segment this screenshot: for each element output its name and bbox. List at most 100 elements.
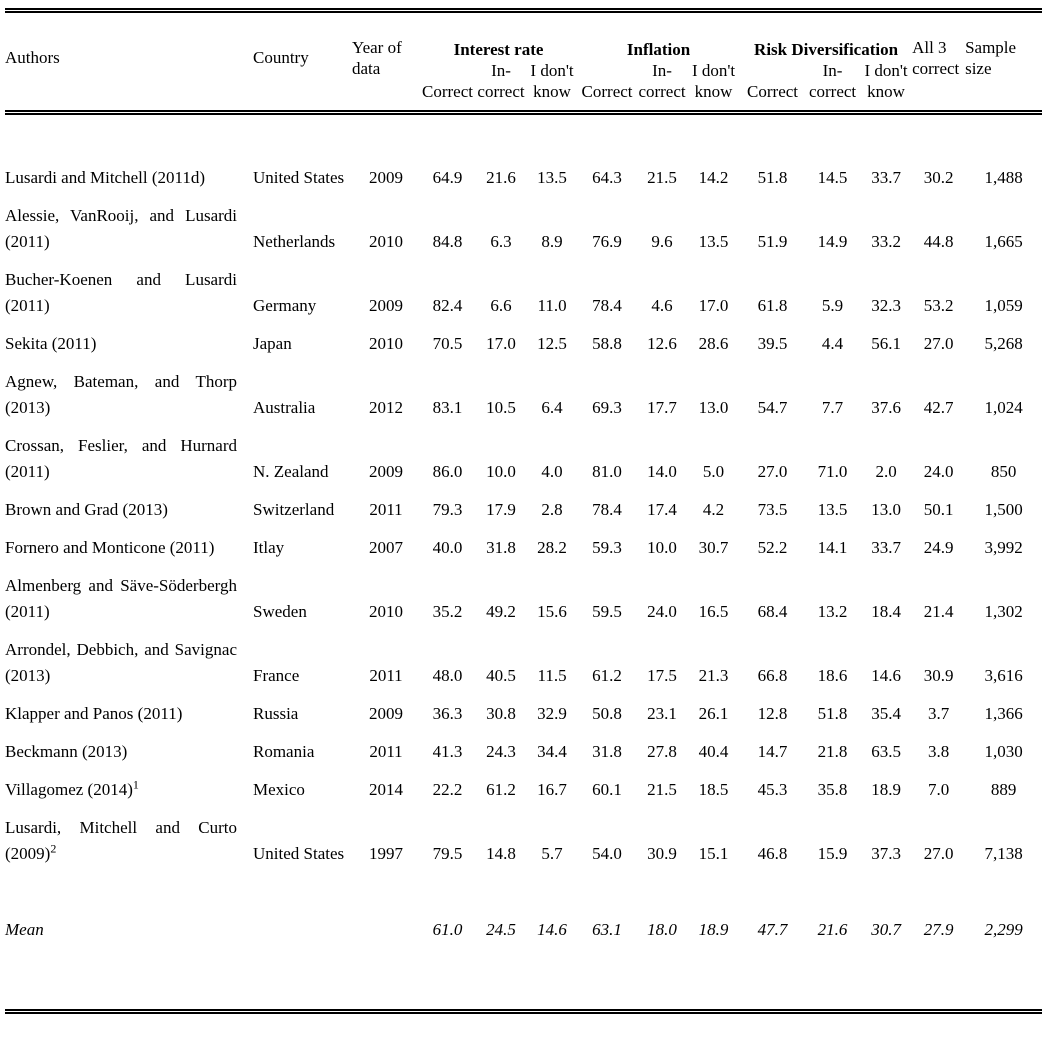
value-cell: 14.7 [757, 742, 788, 761]
author-cell: Sekita (2011) [5, 325, 253, 363]
author-cell: Beckmann (2013) [5, 733, 253, 771]
sub-header-risk-dont-know: I don't know [860, 60, 913, 115]
value-cell: 69.3 [592, 398, 622, 417]
year-cell: 2009 [369, 168, 403, 187]
country-cell: France [253, 666, 300, 685]
value-cell: 36.3 [432, 704, 463, 723]
value-cell: 21.4 [923, 602, 954, 621]
value-cell: 37.6 [871, 398, 901, 417]
value-cell: 84.8 [432, 232, 463, 251]
value-cell: 53.2 [923, 296, 954, 315]
table-row: Arrondel, Debbich, and Savignac (2013) Fr… [5, 631, 1042, 695]
value-cell: 83.1 [432, 398, 463, 417]
author-cell: Klapper and Panos (2011) [5, 695, 253, 733]
col-group-inflation: Inflation [626, 40, 691, 59]
value-cell: 51.9 [757, 232, 788, 251]
country-cell: Romania [253, 742, 315, 761]
author-cell: Arrondel, Debbich, and Savignac (2013) [5, 631, 253, 695]
value-cell: 59.3 [592, 538, 622, 557]
country-cell: Mexico [253, 780, 305, 799]
value-cell: 3,616 [984, 666, 1023, 685]
value-cell: 64.9 [432, 168, 463, 187]
value-cell: 76.9 [592, 232, 622, 251]
year-cell: 2010 [369, 232, 403, 251]
country-cell: Germany [253, 296, 317, 315]
year-cell: 2014 [369, 780, 403, 799]
sub-header-risk-incorrect: In- correct [805, 60, 861, 115]
value-cell: 21.8 [817, 742, 848, 761]
value-cell: 11.0 [537, 296, 567, 315]
value-cell: 18.6 [817, 666, 848, 685]
author-name: Fornero and Monticone (2011) [5, 538, 215, 557]
value-cell: 54.7 [757, 398, 788, 417]
value-cell: 30.9 [923, 666, 954, 685]
value-cell: 850 [990, 462, 1017, 481]
year-cell: 2010 [369, 602, 403, 621]
author-footnote-marker: 2 [50, 841, 57, 856]
value-cell: 27.0 [923, 334, 954, 353]
table-row: Almenberg and Säve-Söderbergh (2011) Swed… [5, 567, 1042, 631]
country-cell: Netherlands [253, 232, 336, 251]
value-cell: 59.5 [592, 602, 622, 621]
value-cell: 42.7 [923, 398, 954, 417]
value-cell: 32.9 [537, 704, 567, 723]
country-cell: Australia [253, 398, 316, 417]
author-footnote-marker: 1 [132, 777, 139, 792]
value-cell: 27.0 [757, 462, 788, 481]
author-name: Brown and Grad (2013) [5, 500, 168, 519]
value-cell: 49.2 [486, 602, 516, 621]
value-cell: 82.4 [432, 296, 463, 315]
author-cell: Crossan, Feslier, and Hurnard (2011) [5, 427, 253, 491]
value-cell: 52.2 [757, 538, 788, 557]
value-cell: 16.5 [698, 602, 729, 621]
country-cell: Sweden [253, 602, 307, 621]
country-cell: Itlay [253, 538, 285, 557]
author-name: Agnew, Bateman, and Thorp (2013) [5, 372, 237, 417]
col-header-all-3-correct: All 3 correct [912, 10, 966, 115]
value-cell: 68.4 [757, 602, 788, 621]
value-cell: 7.0 [927, 780, 950, 799]
header-group-row: Authors Country Year of data Interest ra… [5, 10, 1043, 115]
value-cell: 40.4 [698, 742, 729, 761]
value-cell: 13.5 [537, 168, 567, 187]
year-cell: 2011 [369, 666, 403, 685]
value-cell: 33.7 [871, 538, 901, 557]
value-cell: 61.2 [486, 780, 516, 799]
value-cell: 14.8 [486, 844, 516, 863]
value-cell: 9.6 [651, 232, 673, 251]
mean-value-cell: 2,299 [984, 920, 1023, 939]
value-cell: 13.0 [698, 398, 729, 417]
value-cell: 1,059 [984, 296, 1023, 315]
value-cell: 28.6 [698, 334, 729, 353]
value-cell: 24.3 [486, 742, 516, 761]
value-cell: 61.2 [592, 666, 622, 685]
value-cell: 10.0 [647, 538, 677, 557]
author-cell: Fornero and Monticone (2011) [5, 529, 253, 567]
table-row: Bucher-Koenen and Lusardi (2011) Germany 2… [5, 261, 1042, 325]
value-cell: 30.9 [647, 844, 677, 863]
value-cell: 79.3 [432, 500, 463, 519]
value-cell: 37.3 [871, 844, 901, 863]
value-cell: 13.2 [817, 602, 848, 621]
value-cell: 1,665 [984, 232, 1023, 251]
year-cell: 1997 [369, 844, 403, 863]
year-cell: 2009 [369, 704, 403, 723]
value-cell: 66.8 [757, 666, 788, 685]
value-cell: 60.1 [592, 780, 622, 799]
value-cell: 26.1 [698, 704, 729, 723]
country-cell: N. Zealand [253, 462, 329, 481]
value-cell: 21.5 [647, 780, 677, 799]
value-cell: 28.2 [537, 538, 567, 557]
value-cell: 1,488 [984, 168, 1023, 187]
author-name: Beckmann (2013) [5, 742, 128, 761]
col-group-risk-diversification: Risk Diversification [754, 40, 899, 59]
empty-cell [352, 873, 420, 1012]
value-cell: 78.4 [592, 296, 622, 315]
table-row: Fornero and Monticone (2011) Itlay 2007 40.… [5, 529, 1042, 567]
sub-header-interest-correct: Correct [420, 60, 475, 115]
year-cell: 2010 [369, 334, 403, 353]
col-header-sample-size: Sample size [965, 10, 1043, 115]
value-cell: 7.7 [821, 398, 844, 417]
value-cell: 79.5 [432, 844, 463, 863]
mean-value-cell: 24.5 [486, 920, 516, 939]
